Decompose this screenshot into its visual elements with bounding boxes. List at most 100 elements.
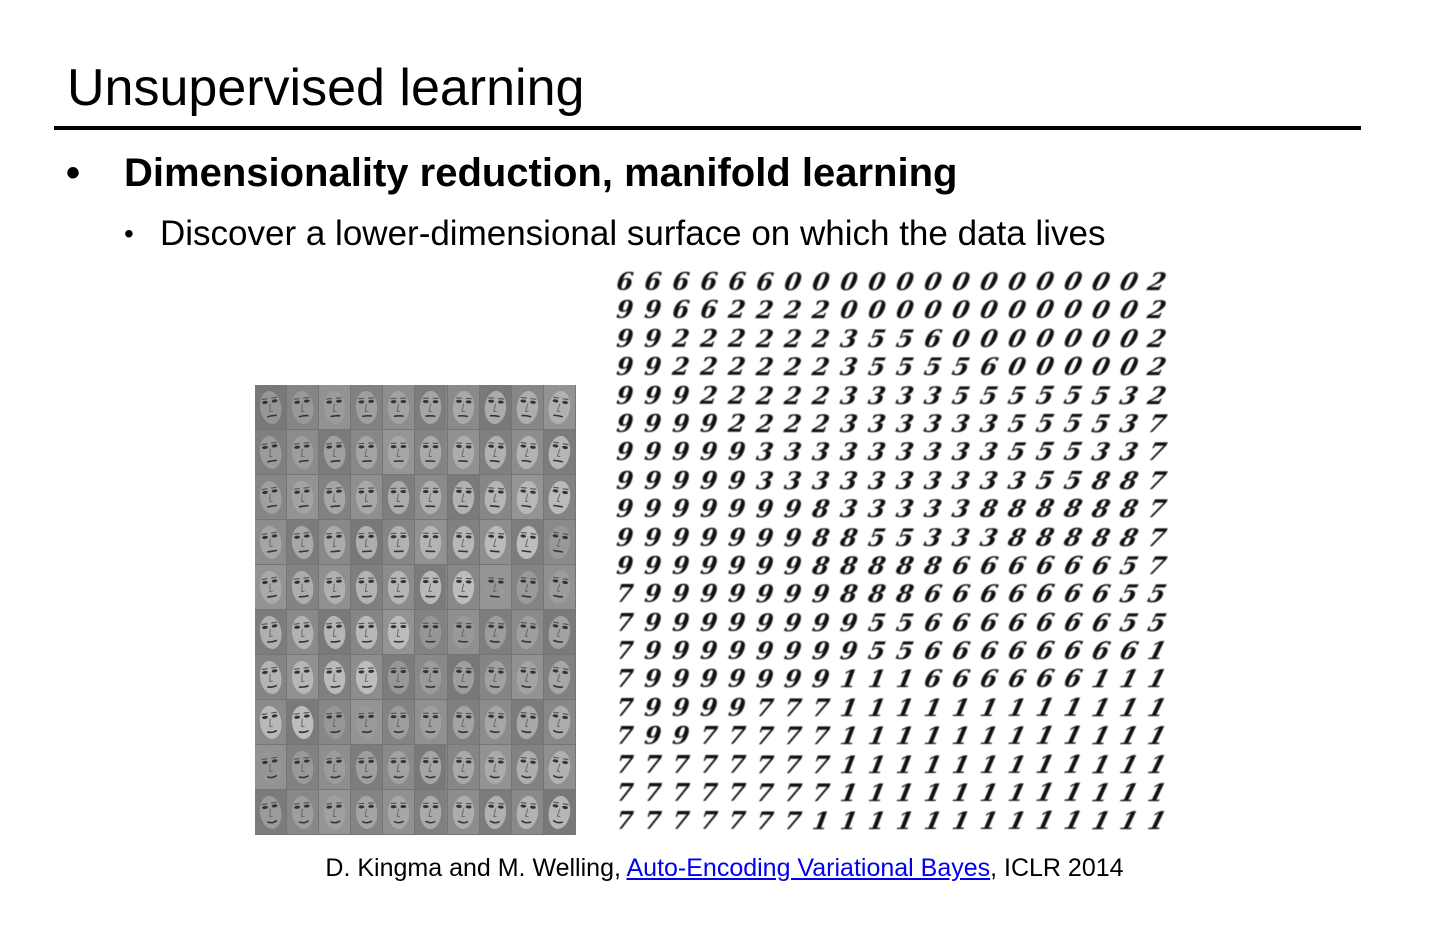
digit-cell: 9 xyxy=(615,353,635,382)
face-cell xyxy=(543,385,576,430)
face-cell xyxy=(287,655,320,700)
digit-cell: 9 xyxy=(643,551,664,580)
digit-cell: 6 xyxy=(698,296,720,325)
digit-cell: 7 xyxy=(698,722,720,751)
digit-cell: 9 xyxy=(615,523,635,552)
face-cell xyxy=(351,430,384,475)
face-manifold-image xyxy=(255,385,576,835)
digit-cell: 6 xyxy=(615,268,635,296)
face-cell xyxy=(543,745,576,790)
face-cell xyxy=(287,475,320,520)
face-cell xyxy=(511,610,544,655)
face-cell xyxy=(287,700,320,745)
digit-cell: 2 xyxy=(726,296,748,325)
paper-link[interactable]: Auto-Encoding Variational Bayes xyxy=(626,854,991,882)
digit-cell: 9 xyxy=(670,495,692,524)
digit-cell: 9 xyxy=(726,523,748,552)
face-cell xyxy=(543,610,576,655)
face-cell xyxy=(511,385,544,430)
digit-cell: 9 xyxy=(670,381,692,410)
digit-cell: 9 xyxy=(670,438,692,467)
face-cell xyxy=(415,610,448,655)
face-cell xyxy=(255,385,288,430)
face-cell xyxy=(415,745,448,790)
face-cell xyxy=(415,520,448,565)
face-cell xyxy=(351,475,384,520)
digit-cell: 7 xyxy=(698,750,720,779)
face-cell xyxy=(287,745,320,790)
digit-cell: 9 xyxy=(726,495,748,524)
digit-cell: 9 xyxy=(670,637,692,666)
digit-cell: 2 xyxy=(698,324,720,353)
face-cell xyxy=(543,475,576,520)
face-cell xyxy=(351,745,384,790)
title-divider xyxy=(54,126,1361,130)
face-cell xyxy=(415,700,448,745)
digit-cell: 9 xyxy=(670,551,692,580)
digit-cell: 7 xyxy=(670,807,692,836)
digit-cell: 9 xyxy=(698,665,720,694)
digit-cell: 9 xyxy=(643,495,664,524)
face-cell xyxy=(415,430,448,475)
face-cell xyxy=(511,700,544,745)
face-cell xyxy=(383,475,416,520)
citation-prefix: D. Kingma and M. Welling, xyxy=(325,854,627,882)
face-cell xyxy=(479,430,512,475)
face-cell xyxy=(543,655,576,700)
face-cell xyxy=(447,385,480,430)
face-cell xyxy=(319,745,352,790)
face-cell xyxy=(351,790,384,835)
digit-cell: 7 xyxy=(698,779,720,808)
face-cell xyxy=(319,565,352,610)
face-cell xyxy=(511,655,544,700)
digit-cell: 9 xyxy=(726,665,748,694)
face-cell xyxy=(479,655,512,700)
digit-cell: 2 xyxy=(726,409,748,438)
face-cell xyxy=(319,430,352,475)
face-cell xyxy=(319,610,352,655)
face-cell xyxy=(287,610,320,655)
sub-bullet-marker: • xyxy=(124,218,134,249)
digit-cell: 6 xyxy=(670,296,692,325)
digit-cell: 9 xyxy=(698,523,720,552)
face-cell xyxy=(255,610,288,655)
digit-cell: 9 xyxy=(643,580,664,609)
bullet-text: Dimensionality reduction, manifold learn… xyxy=(124,151,958,195)
digit-cell: 9 xyxy=(670,580,692,609)
face-cell xyxy=(383,565,416,610)
digit-cell: 7 xyxy=(643,807,664,836)
digit-cell: 7 xyxy=(726,722,748,751)
face-cell xyxy=(479,790,512,835)
face-cell xyxy=(511,790,544,835)
digit-cell: 9 xyxy=(698,580,720,609)
digit-cell: 6 xyxy=(670,268,692,296)
digit-cell: 7 xyxy=(726,779,748,808)
digit-cell: 7 xyxy=(643,779,664,808)
digit-cell: 9 xyxy=(643,438,664,467)
digit-cell: 9 xyxy=(670,665,692,694)
face-cell xyxy=(479,475,512,520)
digit-cell: 9 xyxy=(643,693,664,722)
digit-cell: 7 xyxy=(670,779,692,808)
digit-cell: 7 xyxy=(615,722,635,751)
bullet-marker: • xyxy=(66,151,81,195)
face-cell xyxy=(479,745,512,790)
face-cell xyxy=(351,565,384,610)
face-cell xyxy=(255,565,288,610)
digit-cell: 9 xyxy=(670,608,692,637)
sub-bullet-text: Discover a lower-dimensional surface on … xyxy=(160,214,1106,253)
digit-cell: 9 xyxy=(615,551,635,580)
digit-cell: 2 xyxy=(670,353,692,382)
digit-cell: 9 xyxy=(698,409,720,438)
face-cell xyxy=(351,655,384,700)
digit-cell: 9 xyxy=(643,296,664,325)
face-cell xyxy=(479,610,512,655)
face-cell xyxy=(415,655,448,700)
face-cell xyxy=(319,385,352,430)
face-cell xyxy=(351,520,384,565)
citation: D. Kingma and M. Welling, Auto-Encoding … xyxy=(0,853,1433,883)
digit-cell: 9 xyxy=(615,381,635,410)
face-cell xyxy=(447,655,480,700)
face-cell xyxy=(511,520,544,565)
digit-cell: 9 xyxy=(754,523,776,552)
